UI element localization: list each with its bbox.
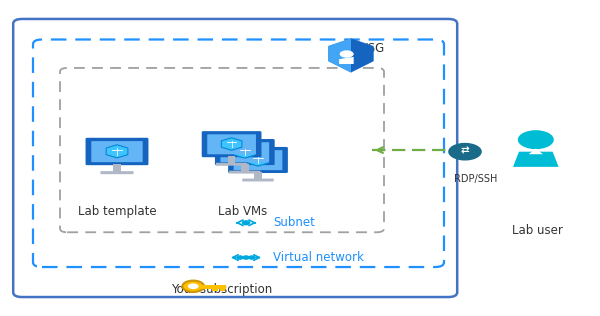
FancyBboxPatch shape (215, 139, 275, 165)
Polygon shape (513, 152, 559, 167)
Polygon shape (529, 149, 543, 154)
Text: Your subscription: Your subscription (172, 283, 272, 296)
FancyBboxPatch shape (200, 285, 226, 289)
FancyBboxPatch shape (91, 141, 143, 162)
FancyBboxPatch shape (100, 171, 134, 174)
Circle shape (243, 256, 249, 259)
Text: Virtual network: Virtual network (273, 251, 364, 264)
Text: Lab template: Lab template (77, 205, 157, 218)
Circle shape (340, 50, 354, 58)
Text: Subnet: Subnet (273, 216, 315, 229)
FancyBboxPatch shape (202, 131, 262, 157)
FancyBboxPatch shape (220, 142, 269, 162)
Circle shape (448, 143, 482, 161)
Text: Lab VMs: Lab VMs (218, 205, 268, 218)
Text: NSG: NSG (360, 42, 385, 56)
FancyBboxPatch shape (113, 164, 121, 172)
FancyBboxPatch shape (228, 156, 235, 164)
Polygon shape (248, 154, 268, 166)
FancyBboxPatch shape (216, 163, 247, 166)
FancyBboxPatch shape (241, 164, 248, 172)
Text: RDP/SSH: RDP/SSH (454, 173, 497, 184)
FancyBboxPatch shape (220, 289, 225, 291)
Circle shape (237, 256, 243, 259)
FancyBboxPatch shape (242, 179, 274, 181)
Polygon shape (339, 57, 353, 64)
Polygon shape (328, 39, 351, 73)
Circle shape (249, 256, 255, 259)
Circle shape (188, 283, 199, 289)
FancyBboxPatch shape (207, 134, 256, 154)
Circle shape (242, 221, 250, 225)
FancyBboxPatch shape (229, 171, 260, 173)
Text: ⇄: ⇄ (461, 146, 469, 156)
FancyBboxPatch shape (212, 289, 218, 291)
Circle shape (518, 130, 554, 149)
Polygon shape (106, 145, 128, 158)
FancyBboxPatch shape (233, 150, 283, 170)
Polygon shape (221, 138, 242, 150)
FancyBboxPatch shape (254, 172, 262, 180)
FancyBboxPatch shape (86, 138, 148, 165)
FancyBboxPatch shape (228, 147, 288, 173)
Polygon shape (328, 39, 374, 73)
Polygon shape (235, 146, 255, 158)
Text: Lab user: Lab user (512, 224, 562, 237)
Circle shape (182, 281, 204, 292)
